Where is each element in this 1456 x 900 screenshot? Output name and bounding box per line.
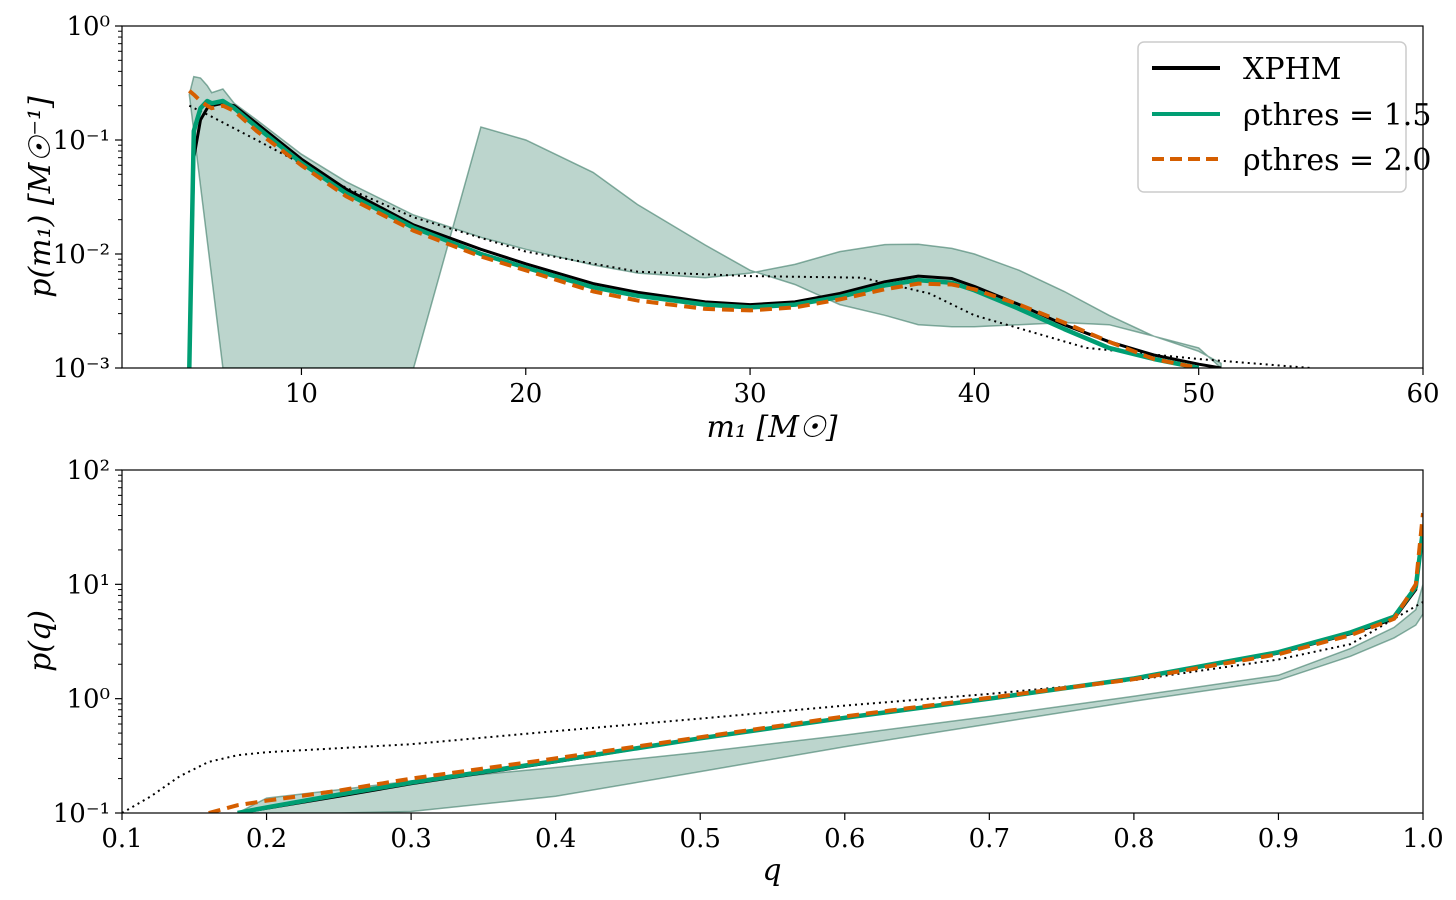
bottom-lines	[122, 512, 1423, 813]
top-xlabel: m₁ [M☉]	[706, 410, 837, 445]
top-xtick-label: 60	[1406, 379, 1439, 409]
bottom-xtick-label: 0.7	[969, 824, 1010, 854]
bottom-xtick-label: 0.1	[101, 824, 142, 854]
bottom-ylabel: p(q)	[23, 610, 58, 672]
bottom-ytick-label: 10¹	[66, 570, 110, 600]
bottom-ytick-label: 10²	[66, 456, 110, 486]
bottom-xtick-label: 0.2	[246, 824, 287, 854]
top-band-xphm	[188, 75, 1222, 368]
bottom-xtick-label: 0.5	[680, 824, 721, 854]
top-ytick-label: 10⁰	[66, 12, 110, 42]
top-xtick-label: 50	[1182, 379, 1215, 409]
top-lines	[187, 89, 1311, 368]
top-axes-frame	[121, 25, 1424, 369]
bottom-xtick-label: 0.6	[824, 824, 865, 854]
bottom-xtick-label: 1.0	[1402, 824, 1443, 854]
legend: XPHM ρthres = 1.5 ρthres = 2.0	[1137, 41, 1431, 193]
legend-label-thres15: ρthres = 1.5	[1243, 98, 1431, 133]
top-panel: 10 20 30 40 50 60 10⁻³ 10⁻² 10⁻¹ 10⁰ m₁ [M☉] p(m…	[23, 12, 1440, 445]
top-xtick-label: 40	[958, 379, 991, 409]
bottom-ytick-label: 10⁰	[66, 685, 110, 715]
bottom-ytick-label: 10⁻¹	[53, 799, 110, 829]
top-ytick-label: 10⁻³	[53, 354, 110, 384]
top-ytick-label: 10⁻¹	[53, 126, 110, 156]
top-line-xphm	[187, 101, 1222, 368]
bottom-xtick-label: 0.9	[1258, 824, 1299, 854]
bottom-xtick-label: 0.8	[1113, 824, 1154, 854]
top-xtick-label: 20	[509, 379, 542, 409]
top-line-dotted-reference	[188, 104, 1311, 368]
legend-label-xphm: XPHM	[1243, 52, 1341, 87]
bottom-bands	[237, 515, 1423, 813]
bottom-panel: 0.1 0.2 0.3 0.4 0.5 0.6 0.7 0.8 0.9 1.0 10⁻¹10⁰10…	[23, 456, 1444, 888]
bottom-line-xphm	[237, 526, 1423, 813]
bottom-band--thres-1-5	[237, 515, 1423, 813]
top-xtick-label: 10	[285, 379, 318, 409]
top-bands	[188, 75, 1222, 368]
top-xtick-label: 30	[734, 379, 767, 409]
bottom-xticks: 0.1 0.2 0.3 0.4 0.5 0.6 0.7 0.8 0.9 1.0	[101, 813, 1444, 854]
legend-label-thres20: ρthres = 2.0	[1243, 143, 1431, 178]
bottom-xlabel: q	[762, 853, 781, 888]
bottom-line--thres-2-0	[208, 512, 1423, 813]
bottom-axes-frame	[121, 469, 1424, 814]
legend-box	[1137, 41, 1407, 193]
top-ytick-label: 10⁻²	[53, 240, 110, 270]
top-ylabel: p(m₁) [M☉⁻¹]	[23, 96, 58, 298]
bottom-xtick-label: 0.3	[390, 824, 431, 854]
bottom-xtick-label: 0.4	[535, 824, 576, 854]
top-xticks: 10 20 30 40 50 60	[285, 368, 1440, 409]
bottom-line-dotted-reference	[122, 601, 1423, 813]
bottom-yticks: 10⁻¹ 10⁰ 10¹ 10²	[53, 456, 122, 829]
top-line--thres-2-0	[188, 89, 1200, 368]
bottom-line--thres-1-5	[237, 529, 1423, 813]
top-yticks: 10⁻³ 10⁻² 10⁻¹ 10⁰	[53, 12, 122, 384]
top-line--thres-1-5	[187, 98, 1200, 368]
